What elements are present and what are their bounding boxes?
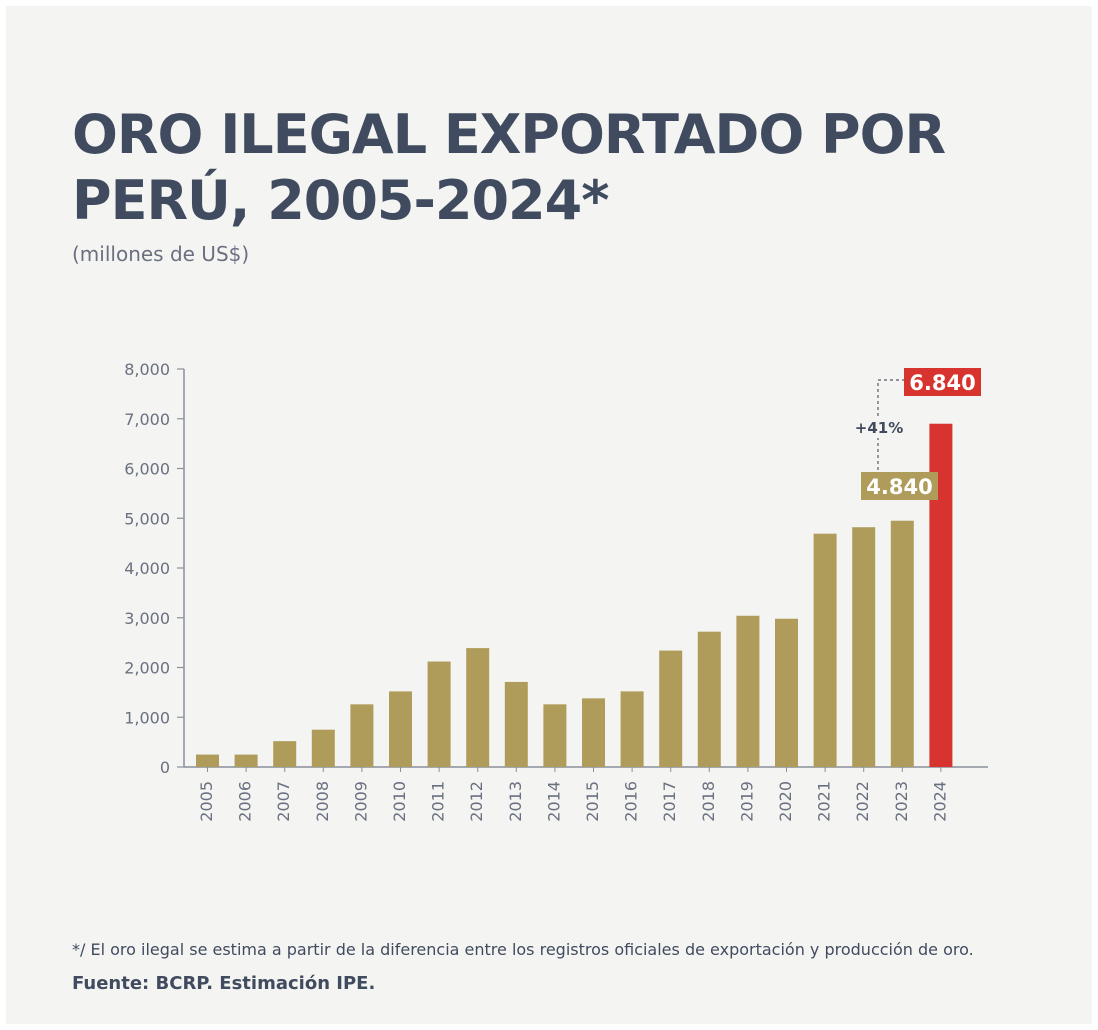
x-tick-label: 2021 — [815, 781, 834, 822]
growth-label-bg — [854, 416, 904, 438]
x-tick-label: 2015 — [583, 781, 602, 822]
x-tick-label: 2009 — [351, 781, 370, 822]
bar-2018 — [697, 631, 721, 767]
x-tick-label: 2012 — [467, 781, 486, 822]
y-tick-label: 4,000 — [124, 559, 170, 578]
bar-2012 — [466, 648, 490, 767]
x-tick-label: 2007 — [274, 781, 293, 822]
bar-2008 — [311, 729, 335, 767]
x-tick-label: 2020 — [776, 781, 795, 822]
highlight-value-label: 6.840 — [909, 371, 975, 395]
bar-2014 — [543, 704, 567, 767]
chart-title: ORO ILEGAL EXPORTADO POR PERÚ, 2005-2024… — [72, 102, 1072, 234]
y-tick-label: 6,000 — [124, 460, 170, 479]
x-tick-label: 2016 — [622, 781, 641, 822]
x-tick-label: 2013 — [506, 781, 525, 822]
bar-chart: 0 1,000 2,000 3,000 4,000 5,000 6,000 7,000 8,00… — [124, 360, 988, 822]
bar-2017 — [659, 650, 683, 767]
growth-connector — [877, 379, 904, 476]
chart-title-line-2: PERÚ, 2005-2024* — [72, 169, 609, 232]
y-tick-label: 1,000 — [124, 708, 170, 727]
bar-2015 — [582, 698, 605, 767]
source-note: Fuente: BCRP. Estimación IPE. — [72, 973, 376, 994]
x-tick-label: 2024 — [930, 781, 949, 822]
x-tick-label: 2023 — [892, 781, 911, 822]
x-tick-label: 2010 — [390, 781, 409, 822]
bar-2019 — [736, 615, 760, 767]
y-tick-label: 2,000 — [124, 659, 170, 678]
bar-2007 — [273, 741, 297, 767]
highlight-label-box — [904, 368, 981, 396]
x-tick-label: 2018 — [699, 781, 718, 822]
x-tick-label: 2006 — [236, 781, 255, 822]
y-tick-label: 3,000 — [124, 609, 170, 628]
base-label-box — [861, 472, 938, 500]
bar-2023 — [890, 520, 914, 767]
base-value-label: 4.840 — [866, 475, 932, 499]
bar-2006 — [234, 754, 258, 767]
x-tick-label: 2019 — [737, 781, 756, 822]
chart-title-line-1: ORO ILEGAL EXPORTADO POR — [72, 103, 946, 166]
bar-2016 — [620, 691, 644, 767]
x-tick-label: 2005 — [197, 781, 216, 822]
bar-2021 — [813, 533, 837, 767]
x-tick-label: 2008 — [313, 781, 332, 822]
bar-2010 — [389, 691, 412, 767]
bar-2013 — [504, 681, 528, 767]
chart-card: ORO ILEGAL EXPORTADO POR PERÚ, 2005-2024… — [6, 6, 1092, 1024]
bar-2011 — [427, 661, 451, 767]
y-tick-label: 8,000 — [124, 360, 170, 379]
x-tick-label: 2022 — [853, 781, 872, 822]
x-tick-label: 2011 — [429, 781, 448, 822]
growth-percent-label: +41% — [855, 419, 903, 437]
bar-2020 — [775, 618, 798, 767]
bar-2009 — [350, 704, 374, 767]
chart-subtitle: (millones de US$) — [72, 242, 250, 266]
x-tick-label: 2014 — [544, 781, 563, 822]
bar-2024 — [929, 423, 953, 767]
y-tick-label: 0 — [160, 758, 170, 777]
x-tick-label: 2017 — [660, 781, 679, 822]
y-tick-label: 5,000 — [124, 509, 170, 528]
bar-2005 — [196, 754, 219, 767]
bar-2022 — [852, 527, 876, 767]
footnote: */ El oro ilegal se estima a partir de l… — [72, 940, 974, 959]
y-tick-label: 7,000 — [124, 410, 170, 429]
